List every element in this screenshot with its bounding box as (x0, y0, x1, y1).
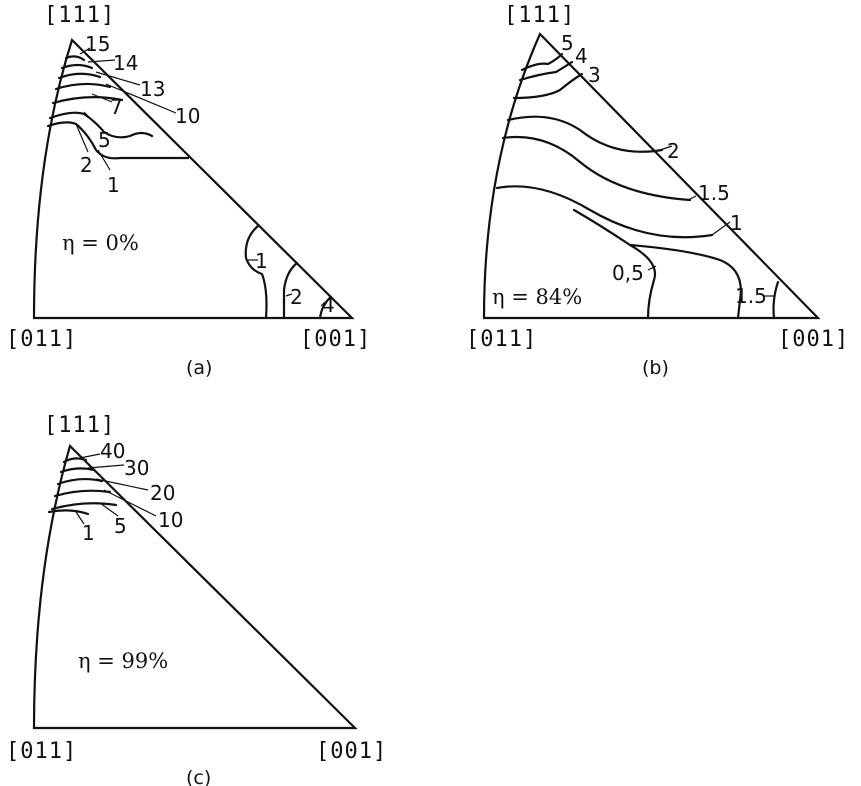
contour-label-a: 10 (175, 104, 200, 128)
corner-label-right-b: [001] (778, 327, 849, 352)
contour-a-5 (48, 111, 154, 139)
corner-label-left-b: [011] (466, 327, 537, 352)
contour-label-a: 4 (322, 293, 335, 317)
contour-b-2 (506, 115, 664, 153)
leader-c-30 (87, 464, 125, 469)
corner-label-left-c: [011] (6, 739, 77, 764)
contour-label-b: 2 (667, 139, 680, 163)
corner-label-top-b: [111] (504, 3, 575, 28)
contour-c-20 (56, 477, 104, 486)
contour-label-c: 10 (158, 508, 183, 532)
leader-a-2 (75, 123, 89, 153)
leader-c-1 (75, 511, 85, 525)
contour-label-a: 14 (113, 51, 138, 75)
leader-a-7 (91, 93, 113, 103)
contour-label-c: 1 (82, 521, 95, 545)
panel-caption-a: (a) (186, 357, 212, 379)
contour-a-2-right (282, 261, 299, 320)
corner-label-left-a: [011] (6, 327, 77, 352)
leader-a-1 (97, 149, 111, 171)
contour-a-14 (60, 63, 94, 70)
panel-b: 5 4 3 2 1.5 1 0,5 1.5 [111] [011] [001] … (466, 3, 849, 379)
contour-a-13 (57, 72, 102, 80)
leader-a-5 (83, 111, 103, 131)
contour-a-4-right (318, 295, 333, 320)
leader-c-10 (103, 489, 157, 517)
contour-label-b: 5 (561, 31, 574, 55)
leader-c-40 (79, 453, 101, 459)
leader-a-14 (87, 59, 116, 63)
leader-a-4-right (320, 301, 326, 307)
panel-a: 15 14 13 10 7 5 2 1 1 2 4 [111] [011] [0… (6, 3, 371, 379)
contour-label-a: 2 (290, 285, 303, 309)
eta-label-c: η = 99% (78, 649, 168, 673)
contour-a-1-right (244, 224, 268, 320)
contour-label-a: 15 (85, 32, 110, 56)
contour-b-0.5 (572, 208, 657, 320)
corner-label-top-a: [111] (44, 3, 115, 28)
contour-label-a: 1 (107, 173, 120, 197)
contour-c-5 (50, 502, 118, 511)
corner-label-right-a: [001] (300, 327, 371, 352)
contour-label-b: 1.5 (735, 284, 767, 308)
contour-b-1.5-lower (772, 280, 780, 320)
leader-b-1.5 (687, 195, 697, 201)
contour-a-15 (64, 55, 86, 62)
corner-label-top-c: [111] (44, 413, 115, 438)
contour-label-a: 1 (255, 249, 268, 273)
panel-c: 40 30 20 10 5 1 [111] [011] [001] η = 99… (6, 413, 387, 786)
leader-a-10 (105, 83, 177, 114)
contour-label-c: 40 (100, 439, 125, 463)
contour-label-b: 1.5 (698, 181, 730, 205)
leader-c-5 (99, 502, 119, 517)
contour-label-c: 20 (150, 481, 175, 505)
contour-a-7 (51, 96, 124, 105)
contour-label-a: 2 (80, 153, 93, 177)
eta-label-b: η = 84% (492, 285, 582, 309)
corner-label-right-c: [001] (316, 739, 387, 764)
leader-a-15 (79, 47, 91, 55)
contour-b-1.5 (501, 135, 692, 202)
contour-label-b: 4 (575, 44, 588, 68)
contour-b-4 (518, 60, 574, 82)
contour-c-40 (62, 457, 88, 464)
panel-caption-b: (b) (642, 357, 669, 379)
stereographic-triangle-c (32, 443, 358, 730)
contour-label-b: 0,5 (612, 261, 644, 285)
contour-c-10 (53, 489, 112, 498)
contour-label-c: 30 (124, 456, 149, 480)
panel-caption-c: (c) (186, 767, 211, 786)
leader-a-13 (95, 71, 141, 86)
contour-label-c: 5 (114, 514, 127, 538)
contour-b-1-lower (628, 243, 742, 320)
eta-label-a: η = 0% (62, 231, 139, 255)
stereographic-triangle-b (482, 32, 821, 320)
contour-c-30 (59, 467, 96, 474)
leader-b-0.5 (647, 265, 657, 271)
contour-b-1 (495, 185, 714, 239)
contour-b-3 (512, 72, 584, 100)
stereographic-triangle-a (32, 37, 355, 320)
contour-label-a: 7 (110, 95, 123, 119)
contour-label-b: 1 (730, 211, 743, 235)
contour-label-b: 3 (588, 63, 601, 87)
leader-b-1 (711, 221, 731, 236)
contour-label-a: 5 (98, 128, 111, 152)
leader-b-2 (659, 145, 673, 151)
contour-b-5 (520, 52, 564, 72)
contour-a-2 (46, 121, 190, 160)
contour-label-a: 13 (140, 77, 165, 101)
contour-c-1 (47, 509, 90, 516)
leader-c-20 (95, 478, 149, 491)
leader-a-2-right (285, 293, 293, 297)
contour-a-10 (54, 82, 112, 91)
